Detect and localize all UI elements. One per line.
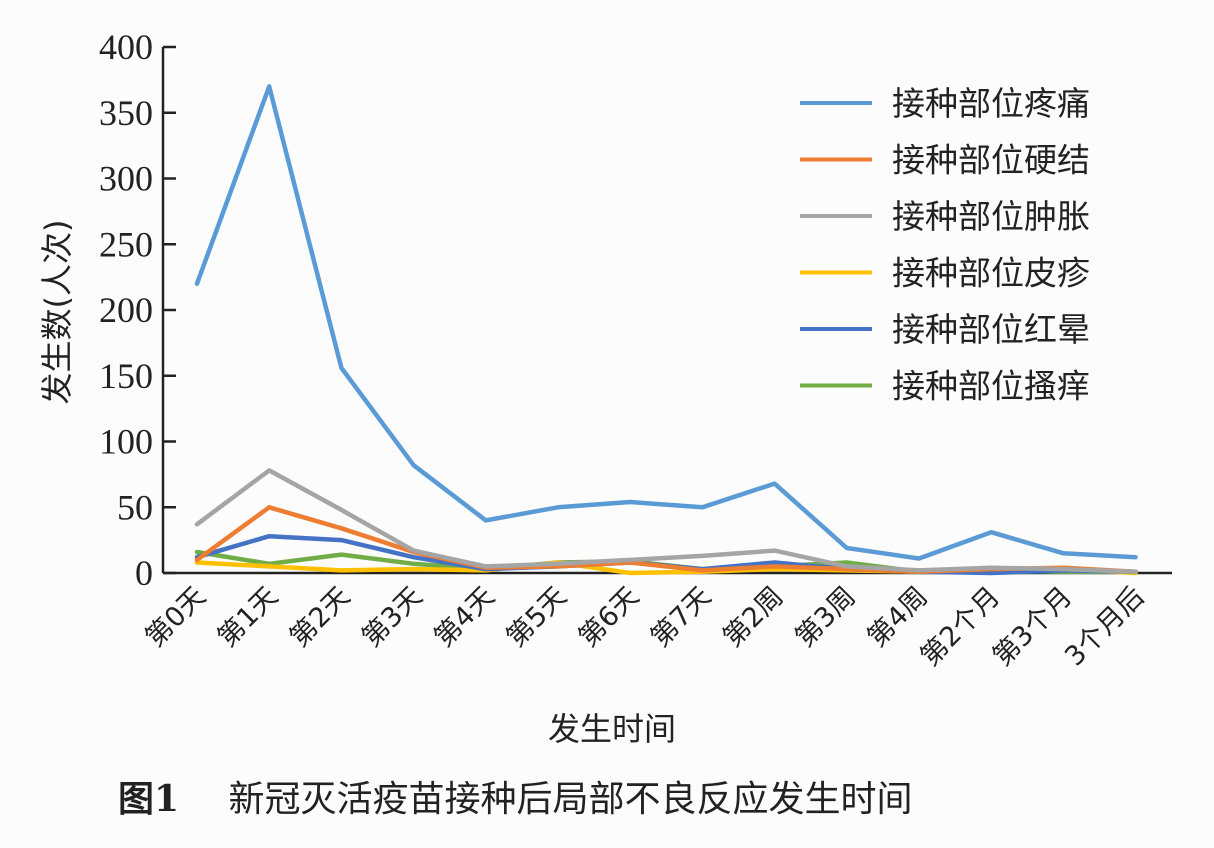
y-tick-label: 300 — [99, 159, 153, 199]
series-lines — [194, 84, 1138, 576]
x-tick-label: 第7天 — [645, 581, 717, 653]
y-tick-label: 0 — [135, 553, 153, 593]
x-tick-label: 第4天 — [428, 581, 500, 653]
legend-label: 接种部位疼痛 — [892, 84, 1090, 123]
x-axis-title: 发生时间 — [548, 710, 676, 748]
y-axis: 0 50 100 150 200 250 300 350 400 — [99, 27, 176, 593]
y-axis-title: 发生数(人次) — [38, 220, 76, 405]
x-tick-label: 第1天 — [212, 581, 284, 653]
legend-label: 接种部位肿胀 — [892, 197, 1090, 236]
legend-label: 接种部位红晕 — [892, 310, 1090, 349]
x-tick-label: 第2个月 — [915, 581, 1006, 672]
x-tick-label: 第5天 — [501, 581, 573, 653]
series-line-2 — [194, 468, 1138, 574]
y-tick-label: 50 — [117, 487, 153, 527]
figure-number: 图1 — [118, 778, 180, 820]
legend-label: 接种部位搔痒 — [892, 367, 1090, 406]
x-tick-label: 第2天 — [284, 581, 356, 653]
legend-label: 接种部位皮疹 — [892, 254, 1090, 293]
figure-caption: 图1 新冠灭活疫苗接种后局部不良反应发生时间 — [118, 770, 913, 822]
y-tick-label: 150 — [99, 356, 153, 396]
y-tick-label: 100 — [99, 422, 153, 462]
x-tick-label: 第2周 — [717, 581, 789, 653]
y-tick-label: 200 — [99, 290, 153, 330]
x-tick-label: 第3周 — [789, 581, 861, 653]
x-tick-label: 第3个月 — [987, 581, 1078, 672]
line-chart: 0 50 100 150 200 250 300 350 400 第0天 第1天 第2天 第3天 第4天… — [38, 27, 1172, 748]
legend-label: 接种部位硬结 — [892, 141, 1090, 180]
x-tick-label: 3个月后 — [1059, 581, 1150, 672]
x-tick-label: 第6天 — [573, 581, 645, 653]
figure-caption-text: 新冠灭活疫苗接种后局部不良反应发生时间 — [228, 779, 913, 820]
series-line-0 — [194, 84, 1138, 561]
x-axis: 第0天 第1天 第2天 第3天 第4天 第5天 第6天 第7天 第2周 第3周 第4周第2个月第3个… — [140, 571, 1172, 672]
y-tick-label: 400 — [99, 27, 153, 67]
x-tick-label: 第3天 — [356, 581, 428, 653]
y-tick-label: 250 — [99, 224, 153, 264]
y-tick-label: 350 — [99, 93, 153, 133]
